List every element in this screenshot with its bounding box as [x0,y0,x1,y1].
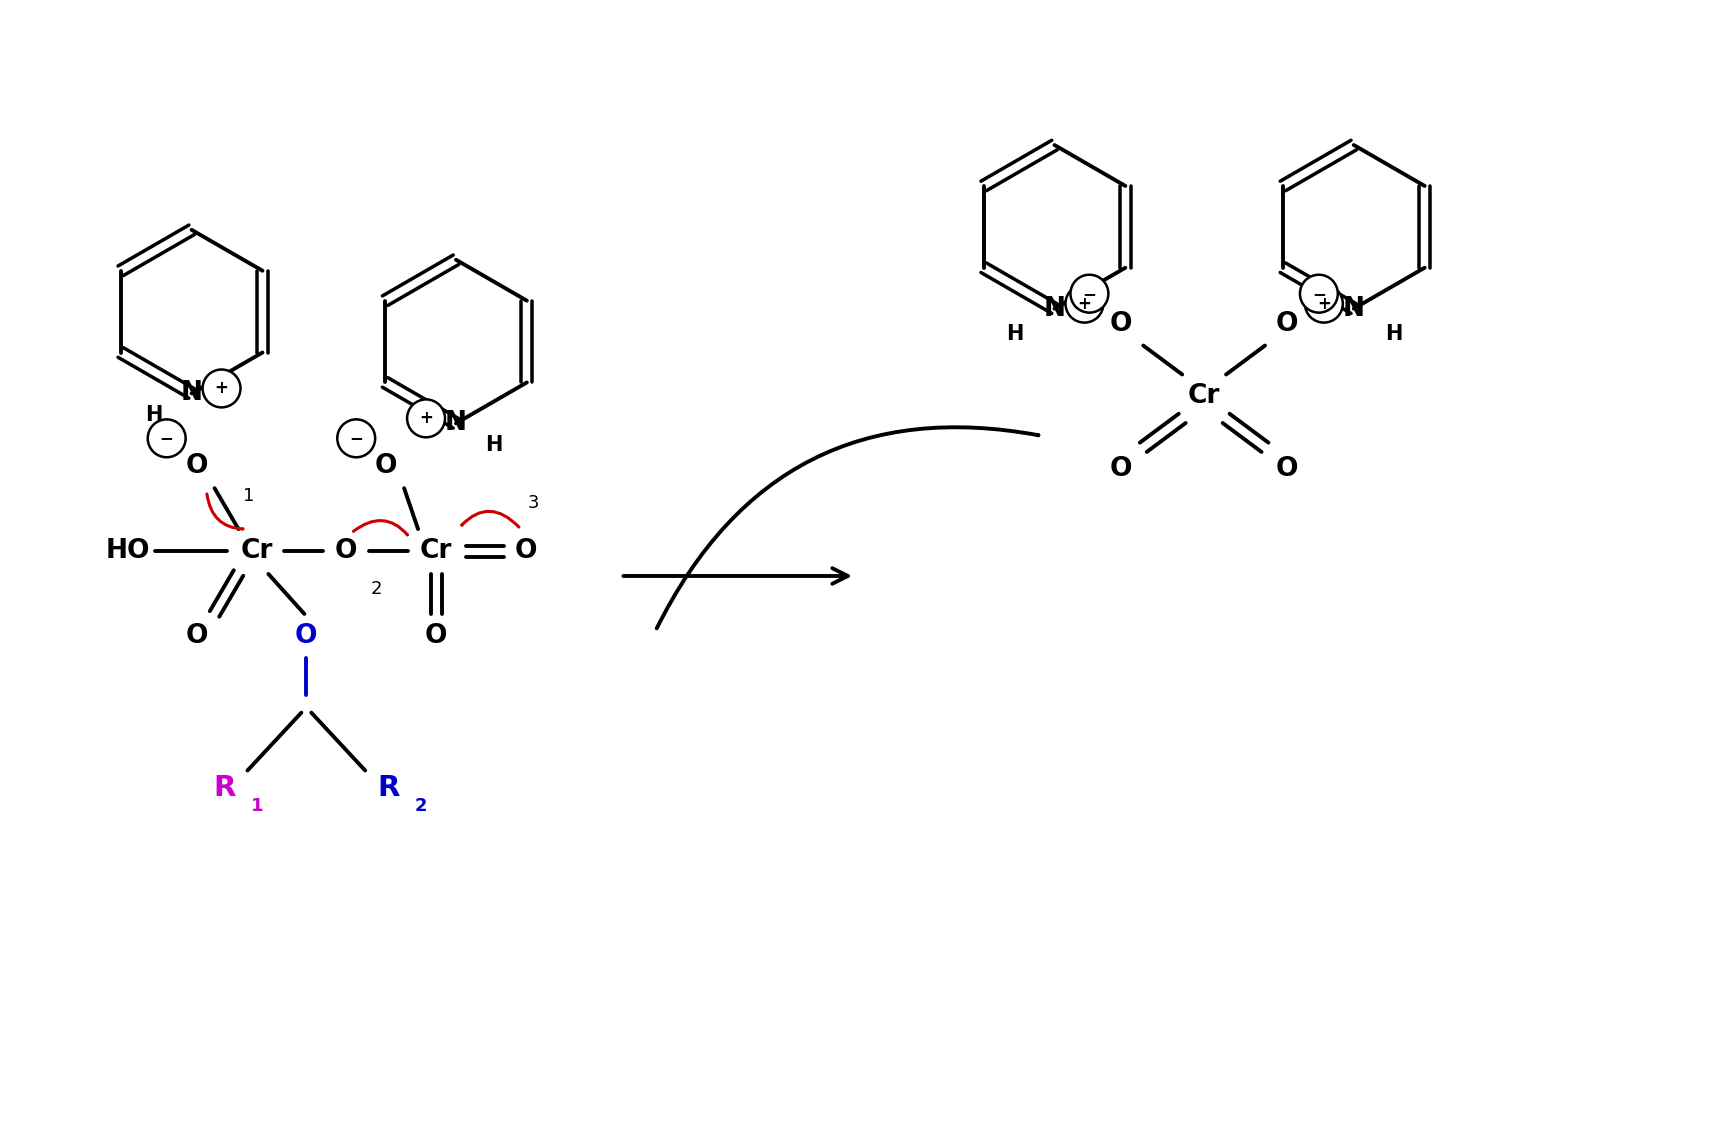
FancyArrowPatch shape [207,494,243,529]
Text: −: − [1312,284,1326,302]
Text: O: O [1110,456,1133,483]
Text: O: O [185,623,207,649]
Text: O: O [375,453,397,479]
Text: O: O [1110,310,1133,337]
Text: O: O [424,623,447,649]
Text: H: H [486,436,503,455]
Text: R: R [376,775,399,802]
Text: H: H [1384,324,1403,343]
Text: N: N [445,411,467,436]
Circle shape [1071,275,1109,313]
Text: +: + [214,380,229,397]
Text: 2: 2 [414,798,428,816]
Text: N: N [1343,296,1365,322]
Text: Cr: Cr [1187,383,1220,410]
FancyArrowPatch shape [354,520,407,535]
Text: +: + [1078,294,1092,313]
Text: O: O [1276,310,1299,337]
Text: Cr: Cr [240,539,272,564]
FancyArrowPatch shape [657,427,1039,629]
Text: HO: HO [104,539,151,564]
Text: N: N [1044,296,1066,322]
Text: −: − [1083,284,1097,302]
Text: 1: 1 [243,487,255,505]
Circle shape [1300,275,1338,313]
Text: −: − [349,429,363,447]
FancyArrowPatch shape [462,511,518,527]
Text: 2: 2 [370,580,382,598]
Text: H: H [145,405,163,426]
Text: O: O [294,623,318,649]
Text: R: R [214,775,236,802]
Text: N: N [181,380,202,406]
Text: O: O [1276,456,1299,483]
Text: O: O [185,453,207,479]
Circle shape [147,420,185,458]
Text: Cr: Cr [419,539,452,564]
Text: 3: 3 [529,494,539,512]
Text: O: O [515,539,537,564]
Text: +: + [419,410,433,428]
Text: O: O [335,539,358,564]
Circle shape [407,399,445,437]
Circle shape [337,420,375,458]
Circle shape [1305,285,1343,323]
Text: H: H [1006,324,1023,343]
Circle shape [202,370,241,407]
Circle shape [1066,285,1104,323]
Text: −: − [159,429,173,447]
Text: +: + [1317,294,1331,313]
Text: 1: 1 [252,798,263,816]
